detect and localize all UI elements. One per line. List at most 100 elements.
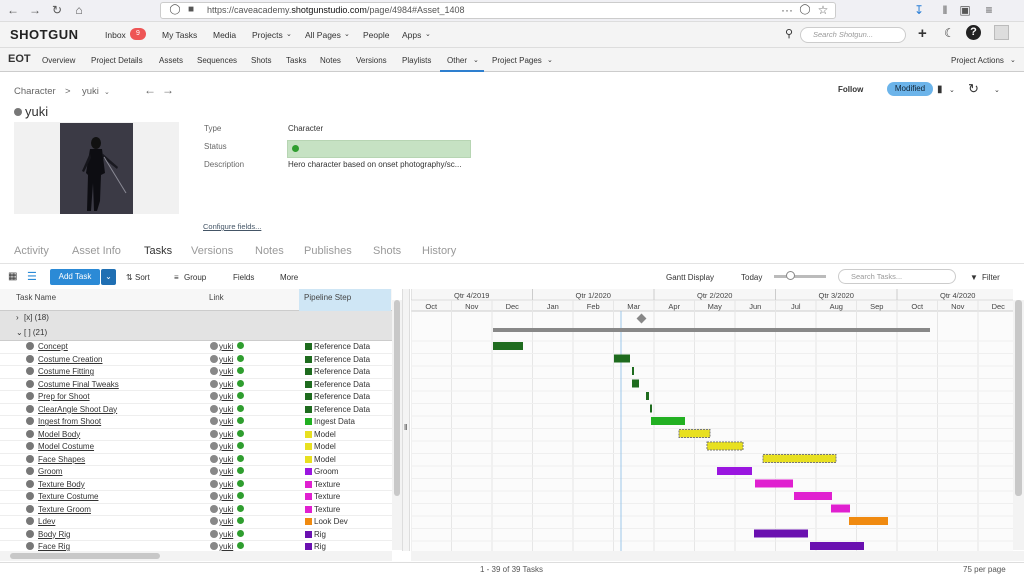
task-name-link[interactable]: Body Rig — [38, 529, 71, 539]
task-name-link[interactable]: Texture Groom — [38, 504, 91, 514]
gantt-horizontal-scrollbar[interactable] — [411, 551, 1024, 561]
plus-icon[interactable]: + — [918, 25, 927, 42]
chevron-down-icon[interactable]: ⌄ — [994, 87, 1000, 94]
back-icon[interactable]: ← — [7, 3, 19, 17]
tab-other[interactable]: Other — [447, 56, 468, 65]
link-entity[interactable]: yuki — [219, 517, 234, 526]
splitter-handle-icon[interactable]: ‖ — [404, 423, 408, 432]
column-link[interactable]: Link — [209, 293, 224, 302]
nav-all-pages[interactable]: All Pages — [305, 30, 341, 40]
column-pipeline-step[interactable]: Pipeline Step — [304, 293, 352, 302]
tab-publishes[interactable]: Publishes — [304, 245, 352, 257]
tab-notes[interactable]: Notes — [320, 56, 341, 65]
table-row[interactable]: ClearAngle Shoot Day yuki Reference Data — [0, 404, 392, 416]
shotgun-logo[interactable]: SHOTGUN — [10, 27, 79, 42]
tab-activity[interactable]: Activity — [14, 245, 49, 257]
nav-media[interactable]: Media — [213, 30, 237, 40]
list-view-icon[interactable]: ☰ — [27, 271, 37, 283]
tab-shots[interactable]: Shots — [373, 245, 402, 257]
task-name-link[interactable]: Texture Costume — [38, 492, 99, 501]
tab-versions[interactable]: Versions — [191, 245, 234, 257]
menu-icon[interactable]: ≡ — [985, 3, 993, 17]
add-task-dropdown-button[interactable]: ⌄ — [101, 269, 116, 285]
task-name-link[interactable]: Concept — [38, 342, 68, 351]
chevron-down-icon[interactable]: ⌄ — [104, 89, 110, 96]
tab-tasks[interactable]: Tasks — [286, 56, 307, 65]
download-icon[interactable]: ↧ — [913, 3, 925, 17]
per-page-select[interactable]: 75 per page — [963, 565, 1006, 574]
task-name-link[interactable]: Prep for Shoot — [38, 392, 90, 401]
breadcrumb-type[interactable]: Character — [14, 86, 56, 97]
grid-horizontal-scrollbar-thumb[interactable] — [10, 553, 160, 559]
task-name-link[interactable]: Costume Final Tweaks — [38, 379, 119, 389]
nav-apps[interactable]: Apps — [402, 30, 422, 40]
table-row[interactable]: Texture Body yuki Texture — [0, 479, 392, 491]
link-entity[interactable]: yuki — [219, 367, 234, 376]
table-row[interactable]: Texture Costume yuki Texture — [0, 491, 392, 504]
table-row[interactable]: Body Rig yuki Rig — [0, 529, 392, 541]
project-name[interactable]: EOT — [8, 53, 31, 65]
library-icon[interactable]: ‖ — [942, 3, 948, 17]
gantt-scrollbar-thumb[interactable] — [1015, 300, 1022, 496]
inbox-link[interactable]: Inbox — [105, 30, 126, 40]
arrow-left-icon[interactable]: ← — [144, 83, 156, 97]
link-entity[interactable]: yuki — [219, 492, 234, 501]
global-search-input[interactable]: Search Shotgun... — [800, 27, 906, 43]
task-name-link[interactable]: Face Shapes — [38, 454, 86, 464]
group-expand-icon[interactable]: › — [16, 313, 19, 322]
shield-icon[interactable]: ◯ — [169, 4, 181, 15]
field-value-type[interactable]: Character — [288, 124, 324, 133]
link-entity[interactable]: yuki — [219, 404, 234, 414]
link-entity[interactable]: yuki — [219, 379, 234, 389]
group-button[interactable]: Group — [184, 273, 207, 282]
link-entity[interactable]: yuki — [219, 542, 234, 551]
fields-button[interactable]: Fields — [233, 273, 255, 282]
tab-sequences[interactable]: Sequences — [197, 56, 238, 65]
tab-playlists[interactable]: Playlists — [402, 56, 432, 65]
home-icon[interactable]: ⌂ — [75, 3, 83, 17]
group-row-done[interactable]: › [x] (18) — [0, 311, 392, 324]
link-entity[interactable]: yuki — [219, 454, 234, 464]
avatar[interactable] — [994, 25, 1009, 40]
link-entity[interactable]: yuki — [219, 467, 234, 476]
breadcrumb-name[interactable]: yuki — [82, 86, 99, 97]
nav-people[interactable]: People — [363, 30, 390, 40]
tab-overview[interactable]: Overview — [42, 56, 76, 65]
moon-icon[interactable]: ☾ — [944, 26, 955, 40]
table-row[interactable]: Model Costume yuki Model — [0, 441, 392, 454]
link-entity[interactable]: yuki — [219, 429, 234, 439]
link-entity[interactable]: yuki — [219, 479, 234, 489]
table-row[interactable]: Face Shapes yuki Model — [0, 454, 392, 466]
zoom-slider-handle[interactable] — [786, 271, 795, 280]
link-entity[interactable]: yuki — [219, 342, 234, 351]
tab-project-pages[interactable]: Project Pages — [492, 56, 542, 65]
forward-icon[interactable]: → — [29, 3, 41, 17]
project-actions-menu[interactable]: Project Actions — [951, 56, 1004, 65]
tab-shots[interactable]: Shots — [251, 56, 272, 65]
group-collapse-icon[interactable]: ⌄ — [16, 328, 23, 337]
link-entity[interactable]: yuki — [219, 354, 234, 364]
task-name-link[interactable]: Ingest from Shoot — [38, 417, 102, 426]
column-task-name[interactable]: Task Name — [16, 293, 57, 302]
table-row[interactable]: Ingest from Shoot yuki Ingest Data — [0, 416, 392, 429]
today-button[interactable]: Today — [741, 273, 763, 282]
task-name-link[interactable]: Costume Creation — [38, 354, 103, 364]
table-row[interactable]: Model Body yuki Model — [0, 429, 392, 441]
chevron-down-icon[interactable]: ⌄ — [949, 87, 955, 94]
arrow-right-icon[interactable]: → — [162, 83, 174, 97]
more-icon[interactable]: ··· — [781, 3, 793, 17]
filter-button[interactable]: Filter — [982, 273, 1000, 282]
table-row[interactable]: Costume Final Tweaks yuki Reference Data — [0, 379, 392, 391]
task-name-link[interactable]: Ldev — [38, 517, 56, 526]
field-value-description[interactable]: Hero character based on onset photograph… — [288, 160, 462, 169]
link-entity[interactable]: yuki — [219, 529, 234, 539]
status-badge[interactable]: Modified — [887, 82, 933, 96]
tab-assets[interactable]: Assets — [159, 56, 184, 65]
link-entity[interactable]: yuki — [219, 442, 234, 451]
asset-thumbnail[interactable] — [60, 123, 133, 214]
tab-project-details[interactable]: Project Details — [91, 56, 143, 65]
tab-versions[interactable]: Versions — [356, 56, 387, 65]
sidebar-icon[interactable]: ▣ — [959, 3, 971, 17]
grid-horizontal-scrollbar[interactable] — [0, 551, 392, 561]
table-row[interactable]: Groom yuki Groom — [0, 466, 392, 479]
